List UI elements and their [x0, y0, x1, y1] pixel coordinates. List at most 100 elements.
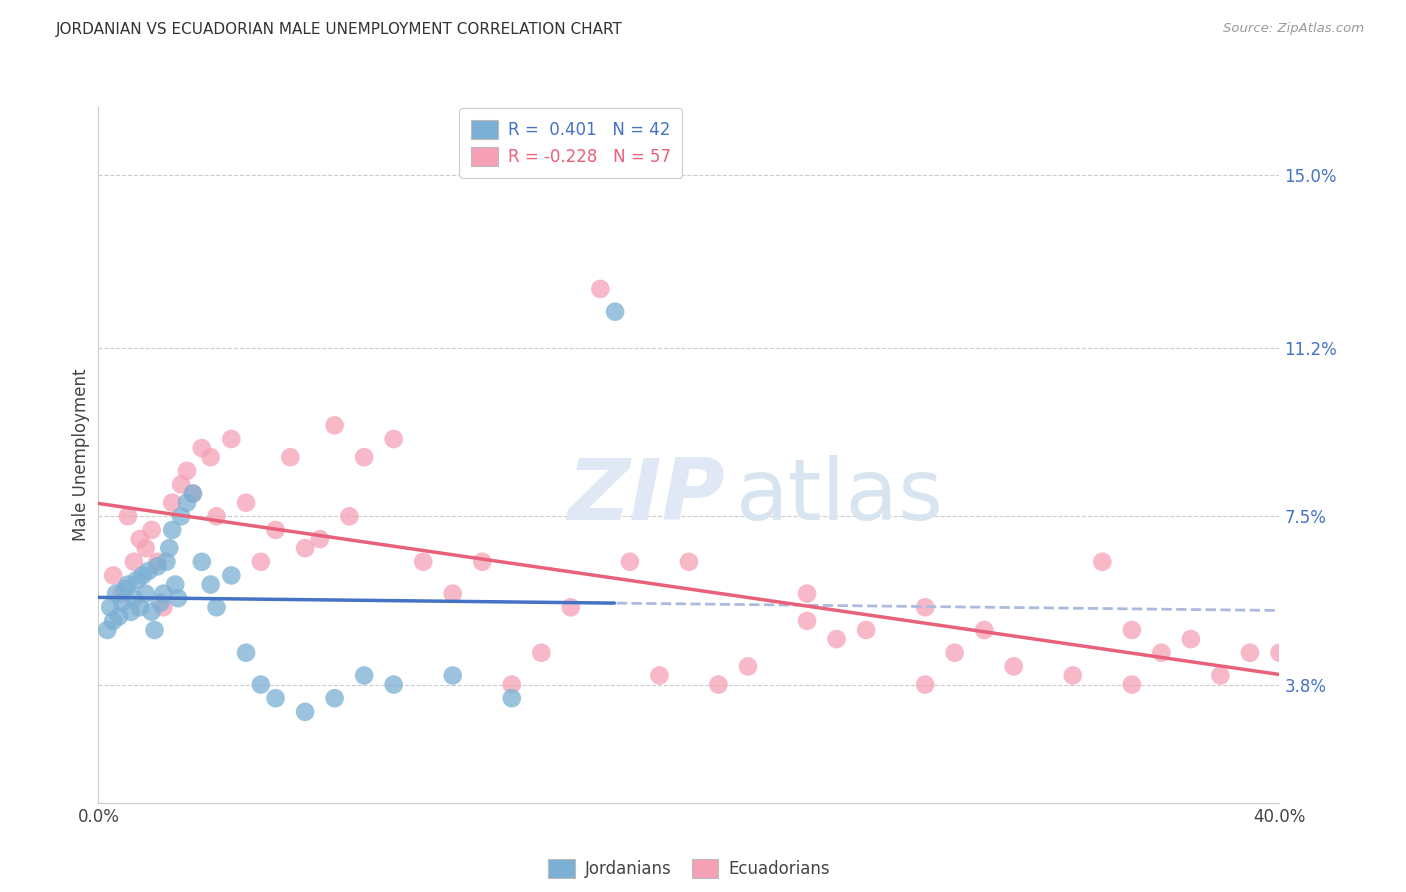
Point [412, 555, 434, 569]
Point [1268, 646, 1291, 660]
Point [146, 555, 169, 569]
Point [648, 668, 671, 682]
Point [1062, 668, 1084, 682]
Point [219, 568, 243, 582]
Point [138, 564, 160, 578]
Point [167, 591, 190, 606]
Point [128, 532, 150, 546]
Point [125, 573, 148, 587]
Point [678, 555, 700, 569]
Point [200, 450, 222, 465]
Point [943, 646, 966, 660]
Point [117, 577, 139, 591]
Point [605, 304, 627, 318]
Point [619, 555, 641, 569]
Point [589, 282, 612, 296]
Point [973, 623, 995, 637]
Point [353, 668, 375, 682]
Point [250, 677, 273, 691]
Point [914, 600, 936, 615]
Point [122, 555, 145, 569]
Point [441, 668, 464, 682]
Point [128, 600, 150, 615]
Point [111, 586, 134, 600]
Point [294, 541, 316, 556]
Point [117, 509, 139, 524]
Point [152, 586, 174, 600]
Point [141, 523, 163, 537]
Y-axis label: Male Unemployment: Male Unemployment [72, 368, 90, 541]
Point [155, 555, 177, 569]
Text: Source: ZipAtlas.com: Source: ZipAtlas.com [1223, 22, 1364, 36]
Point [162, 523, 183, 537]
Point [132, 568, 155, 582]
Point [471, 555, 494, 569]
Point [796, 586, 818, 600]
Point [149, 596, 172, 610]
Point [250, 555, 273, 569]
Point [560, 600, 582, 615]
Point [530, 646, 553, 660]
Point [1121, 677, 1143, 691]
Point [382, 432, 405, 446]
Point [152, 600, 174, 615]
Point [170, 509, 193, 524]
Point [103, 568, 125, 582]
Point [170, 477, 193, 491]
Point [135, 541, 157, 556]
Point [323, 691, 346, 706]
Point [1002, 659, 1025, 673]
Point [855, 623, 877, 637]
Point [162, 496, 183, 510]
Point [309, 532, 332, 546]
Point [157, 541, 180, 556]
Point [111, 596, 134, 610]
Point [501, 677, 523, 691]
Point [120, 605, 142, 619]
Point [191, 441, 214, 455]
Point [1180, 632, 1202, 646]
Text: atlas: atlas [737, 455, 945, 538]
Point [323, 418, 346, 433]
Point [146, 559, 169, 574]
Point [141, 605, 163, 619]
Point [176, 496, 198, 510]
Point [707, 677, 730, 691]
Point [825, 632, 848, 646]
Point [337, 509, 360, 524]
Legend: Jordanians, Ecuadorians: Jordanians, Ecuadorians [541, 853, 837, 885]
Point [1209, 668, 1232, 682]
Point [1091, 555, 1114, 569]
Point [191, 555, 214, 569]
Text: JORDANIAN VS ECUADORIAN MALE UNEMPLOYMENT CORRELATION CHART: JORDANIAN VS ECUADORIAN MALE UNEMPLOYMEN… [56, 22, 623, 37]
Point [105, 586, 128, 600]
Point [1121, 623, 1143, 637]
Point [122, 591, 145, 606]
Point [382, 677, 405, 691]
Point [176, 464, 198, 478]
Point [501, 691, 523, 706]
Point [200, 577, 222, 591]
Point [165, 577, 187, 591]
Point [235, 646, 257, 660]
Point [441, 586, 464, 600]
Point [219, 432, 243, 446]
Point [181, 486, 204, 500]
Point [914, 677, 936, 691]
Point [108, 609, 131, 624]
Point [114, 582, 136, 596]
Point [353, 450, 375, 465]
Point [205, 509, 228, 524]
Point [181, 486, 204, 500]
Point [143, 623, 166, 637]
Point [264, 523, 287, 537]
Point [235, 496, 257, 510]
Point [1239, 646, 1261, 660]
Point [103, 614, 125, 628]
Point [96, 623, 118, 637]
Point [205, 600, 228, 615]
Point [796, 614, 818, 628]
Point [98, 600, 121, 615]
Point [294, 705, 316, 719]
Text: ZIP: ZIP [567, 455, 724, 538]
